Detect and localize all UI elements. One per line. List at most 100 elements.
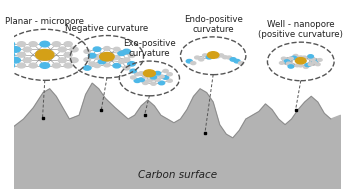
Circle shape	[289, 63, 293, 66]
Circle shape	[195, 56, 200, 59]
Circle shape	[167, 79, 172, 82]
Circle shape	[144, 70, 155, 77]
Circle shape	[134, 79, 140, 82]
Circle shape	[29, 63, 37, 68]
Circle shape	[203, 54, 208, 57]
Circle shape	[147, 72, 152, 76]
Circle shape	[40, 63, 50, 68]
Circle shape	[113, 56, 120, 59]
Circle shape	[234, 60, 240, 63]
Circle shape	[94, 56, 100, 59]
Circle shape	[84, 58, 90, 62]
Circle shape	[295, 58, 306, 64]
Circle shape	[317, 59, 322, 61]
Text: Endo-positive
curvature: Endo-positive curvature	[184, 15, 243, 34]
Text: Negative curvature: Negative curvature	[65, 23, 148, 33]
Text: Carbon surface: Carbon surface	[138, 170, 217, 180]
Circle shape	[5, 41, 15, 47]
Circle shape	[159, 75, 164, 78]
Circle shape	[128, 62, 135, 66]
Circle shape	[104, 46, 110, 50]
Circle shape	[135, 73, 140, 76]
Circle shape	[299, 56, 303, 59]
Circle shape	[123, 66, 130, 70]
Circle shape	[312, 61, 316, 64]
Circle shape	[206, 56, 212, 59]
Circle shape	[18, 42, 26, 46]
Circle shape	[279, 62, 284, 64]
Circle shape	[84, 50, 90, 53]
Circle shape	[293, 54, 298, 57]
Circle shape	[18, 52, 26, 57]
Circle shape	[1, 29, 89, 80]
Circle shape	[163, 70, 168, 73]
Circle shape	[89, 62, 95, 66]
Circle shape	[29, 42, 37, 46]
Circle shape	[5, 63, 15, 68]
Circle shape	[267, 42, 334, 81]
Circle shape	[238, 62, 244, 65]
Circle shape	[143, 75, 148, 78]
Circle shape	[308, 63, 313, 66]
Circle shape	[199, 58, 204, 61]
Circle shape	[147, 79, 152, 82]
Circle shape	[302, 56, 307, 59]
Circle shape	[223, 56, 228, 59]
Circle shape	[285, 59, 290, 62]
Circle shape	[284, 60, 290, 63]
Circle shape	[118, 51, 126, 56]
Circle shape	[230, 58, 236, 61]
Circle shape	[154, 71, 161, 75]
Circle shape	[70, 47, 78, 52]
Circle shape	[113, 64, 120, 68]
Text: Exo-positive
curvature: Exo-positive curvature	[123, 39, 176, 58]
Circle shape	[303, 66, 308, 68]
Circle shape	[159, 81, 164, 85]
Circle shape	[131, 76, 136, 79]
Circle shape	[150, 75, 156, 79]
Circle shape	[52, 63, 61, 68]
Circle shape	[100, 53, 114, 61]
Circle shape	[11, 47, 20, 52]
Circle shape	[123, 49, 131, 54]
Circle shape	[210, 53, 216, 56]
Circle shape	[312, 60, 317, 63]
Circle shape	[88, 53, 96, 58]
Circle shape	[93, 47, 101, 51]
Circle shape	[151, 82, 156, 85]
Circle shape	[305, 63, 310, 67]
Circle shape	[208, 52, 219, 58]
Circle shape	[299, 64, 303, 67]
Circle shape	[23, 47, 32, 52]
Circle shape	[58, 58, 66, 63]
Circle shape	[98, 59, 106, 64]
Circle shape	[226, 56, 232, 59]
Circle shape	[5, 52, 15, 58]
Circle shape	[118, 60, 125, 64]
Circle shape	[104, 63, 110, 67]
Circle shape	[52, 42, 61, 46]
Circle shape	[289, 57, 293, 60]
Circle shape	[128, 54, 135, 57]
Circle shape	[123, 58, 130, 62]
Circle shape	[291, 56, 297, 60]
Circle shape	[83, 66, 91, 70]
Circle shape	[23, 58, 32, 63]
Circle shape	[162, 76, 169, 79]
Circle shape	[286, 62, 291, 65]
Circle shape	[295, 64, 300, 67]
Circle shape	[281, 57, 286, 60]
Circle shape	[113, 47, 120, 51]
Circle shape	[18, 63, 26, 68]
Circle shape	[139, 72, 144, 75]
Circle shape	[310, 58, 315, 61]
Circle shape	[215, 55, 220, 58]
Circle shape	[70, 58, 78, 63]
Circle shape	[308, 55, 314, 58]
Circle shape	[36, 50, 54, 60]
Circle shape	[138, 78, 145, 81]
Circle shape	[191, 62, 196, 65]
Circle shape	[186, 60, 192, 63]
Circle shape	[288, 65, 294, 68]
Circle shape	[315, 63, 320, 66]
